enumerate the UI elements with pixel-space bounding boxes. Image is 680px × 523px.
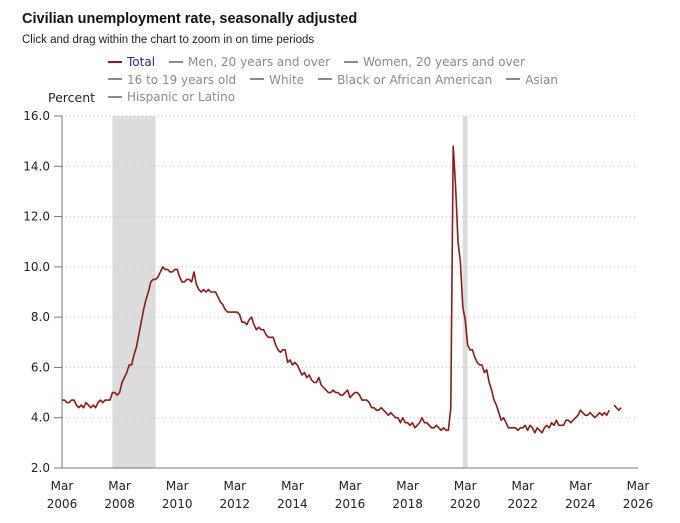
y-tick-labels: 2.0 4.0 6.0 8.0 10.0 12.0 14.0 16.0: [23, 109, 50, 475]
legend-label: Asian: [525, 72, 558, 87]
legend-label: White: [269, 72, 305, 87]
x-tick-labels: Mar 2006 Mar 2008 Mar 2010 Mar 2012 Mar 2014 Mar 20…: [47, 479, 654, 511]
x-tick-label-year: 2024: [565, 497, 596, 511]
x-tick-label-month: Mar: [339, 479, 362, 493]
x-tick-label-month: Mar: [281, 479, 304, 493]
legend-item[interactable]: Hispanic or Latino: [108, 89, 235, 107]
legend-label: Hispanic or Latino: [127, 90, 236, 104]
x-tick-label-year: 2020: [450, 497, 481, 511]
series-line-total[interactable]: [62, 145, 622, 434]
legend-label: Total: [127, 55, 156, 69]
legend-item[interactable]: Total: [108, 54, 155, 72]
x-tick-label-month: Mar: [223, 479, 246, 493]
x-tick-label-year: 2006: [47, 497, 78, 511]
y-tick-label: 10.0: [23, 260, 50, 274]
x-tick-label-month: Mar: [108, 479, 131, 493]
x-tick-label-month: Mar: [454, 479, 477, 493]
legend-label: Black or African American: [337, 72, 493, 87]
legend-swatch-icon: [108, 78, 122, 80]
y-tick-label: 4.0: [31, 411, 50, 425]
x-tick-label-year: 2008: [104, 497, 135, 511]
x-tick-label-month: Mar: [51, 479, 74, 493]
legend-label: Men, 20 years and over: [188, 55, 331, 69]
legend-swatch-icon: [108, 60, 122, 63]
legend-swatch-icon: [344, 60, 359, 63]
x-tick-label-year: 2012: [220, 497, 251, 511]
x-tick-label-year: 2022: [508, 497, 539, 511]
legend-item[interactable]: Men, 20 years and over: [169, 54, 330, 72]
y-tick-label: 14.0: [23, 159, 50, 173]
x-tick-label-year: 2026: [623, 497, 654, 511]
x-tick-label-year: 2016: [335, 497, 366, 511]
series-group: [62, 145, 622, 434]
legend-item[interactable]: Black or African American: [318, 72, 492, 90]
recession-shading: [462, 116, 468, 468]
gridlines: [54, 115, 638, 469]
x-tick-label-month: Mar: [627, 479, 650, 493]
x-tick-label-month: Mar: [511, 479, 534, 493]
legend-item[interactable]: White: [250, 72, 304, 90]
chart-title: Civilian unemployment rate, seasonally a…: [22, 11, 358, 27]
y-axis-label: Percent: [48, 90, 95, 105]
legend-item[interactable]: Asian: [506, 72, 558, 90]
legend: Total Men, 20 years and over Women, 20 yea…: [108, 54, 668, 107]
legend-swatch-icon: [250, 78, 265, 80]
legend-swatch-icon: [108, 95, 122, 98]
y-tick-label: 16.0: [23, 109, 50, 123]
legend-label: 16 to 19 years old: [127, 72, 237, 87]
x-tick-label-month: Mar: [166, 479, 189, 493]
x-tick-label-month: Mar: [569, 479, 592, 493]
recession-shading-group: [112, 116, 468, 468]
chart-subtitle: Click and drag within the chart to zoom …: [22, 34, 315, 46]
legend-swatch-icon: [169, 60, 184, 63]
legend-item[interactable]: Women, 20 years and over: [344, 54, 525, 72]
x-tick-label-year: 2018: [392, 497, 423, 511]
x-tick-label-year: 2010: [162, 497, 193, 511]
legend-swatch-icon: [318, 78, 333, 80]
legend-item[interactable]: 16 to 19 years old: [108, 72, 236, 90]
legend-label: Women, 20 years and over: [363, 55, 525, 69]
axes: [61, 116, 638, 469]
y-tick-label: 6.0: [31, 360, 50, 374]
y-tick-label: 12.0: [23, 210, 50, 224]
legend-swatch-icon: [506, 78, 521, 80]
x-tick-label-month: Mar: [396, 479, 419, 493]
x-tick-label-year: 2014: [277, 497, 308, 511]
y-tick-label: 8.0: [31, 310, 50, 324]
y-tick-label: 2.0: [31, 461, 50, 475]
